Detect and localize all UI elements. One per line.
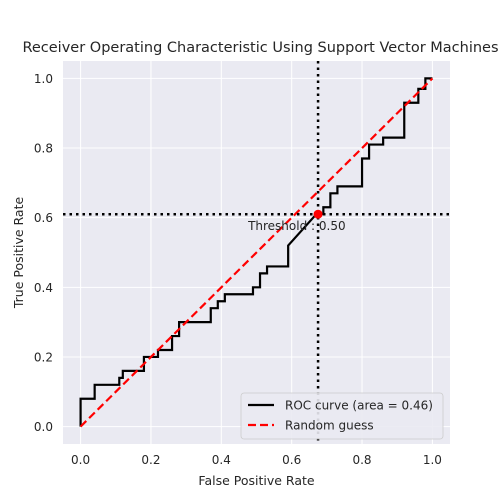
series-group (79, 77, 434, 428)
x-tick-label: 0.2 (141, 453, 160, 467)
threshold-label: Threshold : 0.50 (247, 219, 346, 233)
x-tick-labels: 0.0 0.2 0.4 0.6 0.8 1.0 (71, 453, 442, 467)
roc-curve-line (79, 77, 433, 427)
chart-title: Receiver Operating Characteristic Using … (22, 40, 498, 56)
grid-lines (63, 61, 450, 444)
legend: ROC curve (area = 0.46) Random guess (240, 392, 444, 440)
legend-box (240, 392, 444, 440)
y-tick-label: 0.4 (34, 281, 53, 295)
x-tick-label: 0.0 (71, 453, 90, 467)
x-tick-label: 0.6 (282, 453, 301, 467)
y-tick-label: 1.0 (34, 72, 53, 86)
y-tick-label: 0.0 (34, 420, 53, 434)
random-guess-line (79, 77, 434, 428)
y-tick-label: 0.6 (34, 211, 53, 225)
threshold-marker (313, 209, 323, 219)
legend-label: ROC curve (area = 0.46) (285, 399, 433, 413)
y-tick-label: 0.8 (34, 142, 53, 156)
x-tick-label: 0.4 (212, 453, 231, 467)
y-tick-labels: 0.0 0.2 0.4 0.6 0.8 1.0 (34, 72, 53, 434)
x-tick-label: 1.0 (423, 453, 442, 467)
threshold-group: Threshold : 0.50 (63, 61, 450, 444)
x-axis-label: False Positive Rate (198, 473, 314, 488)
x-tick-label: 0.8 (352, 453, 371, 467)
y-axis-label: True Positive Rate (11, 197, 26, 310)
legend-label: Random guess (285, 419, 374, 433)
y-tick-label: 0.2 (34, 350, 53, 364)
